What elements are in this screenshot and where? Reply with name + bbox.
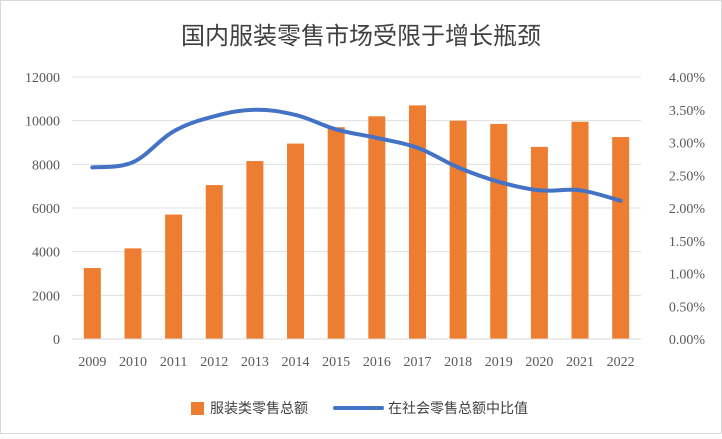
right-axis: 0.00% 0.50% 1.00% 1.50% 2.00% 2.50% 3.00% 3.50%… (669, 71, 706, 348)
left-tick-label: 2000 (32, 289, 60, 304)
x-tick-label: 2016 (363, 355, 391, 370)
right-tick-label: 1.00% (669, 268, 706, 283)
x-tick-label: 2020 (525, 355, 553, 370)
legend-label-bar: 服装类零售总额 (210, 401, 308, 417)
x-tick-label: 2011 (160, 355, 187, 370)
x-tick-label: 2012 (200, 355, 228, 370)
bar (84, 268, 101, 339)
left-tick-label: 10000 (25, 115, 60, 130)
x-tick-label: 2009 (78, 355, 106, 370)
bar (531, 147, 548, 339)
x-tick-label: 2015 (322, 355, 350, 370)
x-tick-label: 2022 (607, 355, 635, 370)
bar (328, 127, 345, 339)
bar (612, 137, 629, 339)
x-tick-label: 2021 (566, 355, 594, 370)
bar (450, 121, 467, 339)
bar (490, 124, 507, 339)
right-tick-label: 0.50% (669, 300, 706, 315)
chart-title: 国内服装零售市场受限于增长瓶颈 (181, 22, 541, 50)
bar (124, 248, 141, 339)
x-tick-label: 2017 (403, 355, 431, 370)
x-tick-label: 2013 (241, 355, 269, 370)
bar (368, 116, 385, 339)
x-tick-label: 2010 (119, 355, 147, 370)
bar (572, 122, 589, 339)
right-tick-label: 1.50% (669, 235, 706, 250)
right-tick-label: 3.00% (669, 137, 706, 152)
right-tick-label: 2.50% (669, 169, 706, 184)
legend-label-line: 在社会零售总额中比值 (388, 401, 528, 417)
x-tick-label: 2018 (444, 355, 472, 370)
bar (287, 144, 304, 339)
bar (165, 215, 182, 339)
left-tick-label: 4000 (32, 246, 60, 261)
right-tick-label: 2.00% (669, 202, 706, 217)
bar (246, 161, 263, 339)
legend-swatch-bar (191, 402, 204, 415)
left-tick-label: 6000 (32, 202, 60, 217)
left-tick-label: 8000 (32, 158, 60, 173)
right-tick-label: 0.00% (669, 333, 706, 348)
left-tick-label: 12000 (25, 71, 60, 86)
right-tick-label: 4.00% (669, 71, 706, 86)
x-tick-label: 2014 (282, 355, 310, 370)
bar (409, 105, 426, 339)
x-tick-label: 2019 (485, 355, 513, 370)
right-tick-label: 3.50% (669, 104, 706, 119)
left-tick-label: 0 (53, 333, 60, 348)
bar (206, 185, 223, 339)
